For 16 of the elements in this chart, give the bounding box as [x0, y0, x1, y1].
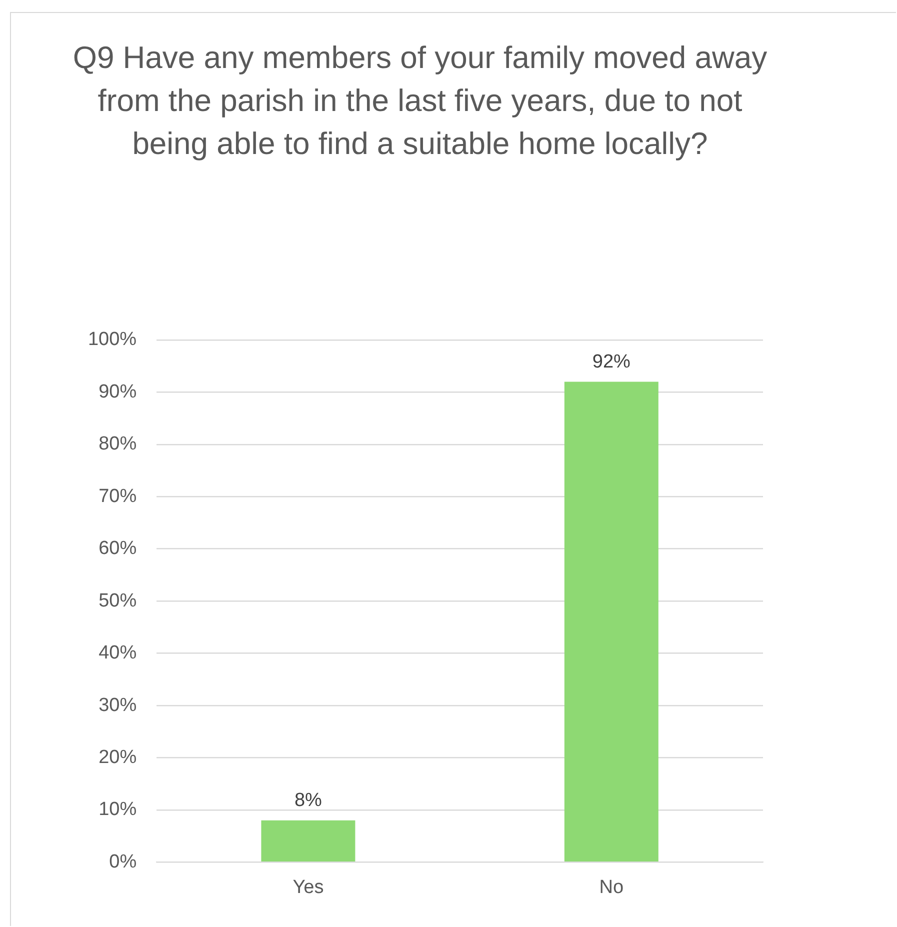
chart-title: Q9 Have any members of your family moved away from the parish in the last five years, due to not being able to find a suitable home locally?	[72, 39, 768, 163]
y-tick-label: 70%	[98, 486, 137, 507]
x-tick-label: Yes	[292, 876, 324, 898]
y-tick-label: 40%	[98, 642, 137, 664]
data-label: 8%	[294, 790, 322, 812]
y-tick-label: 60%	[98, 538, 137, 560]
y-tick-label: 10%	[98, 799, 137, 820]
y-tick-label: 30%	[98, 694, 137, 716]
y-tick-label: 100%	[88, 329, 137, 350]
y-tick-label: 90%	[98, 381, 137, 402]
y-tick-label: 20%	[98, 746, 137, 768]
data-label: 92%	[592, 352, 631, 373]
y-tick-label: 0%	[109, 851, 137, 872]
y-tick-label: 80%	[98, 434, 137, 455]
x-tick-label: No	[599, 876, 624, 898]
y-tick-label: 50%	[98, 590, 137, 612]
